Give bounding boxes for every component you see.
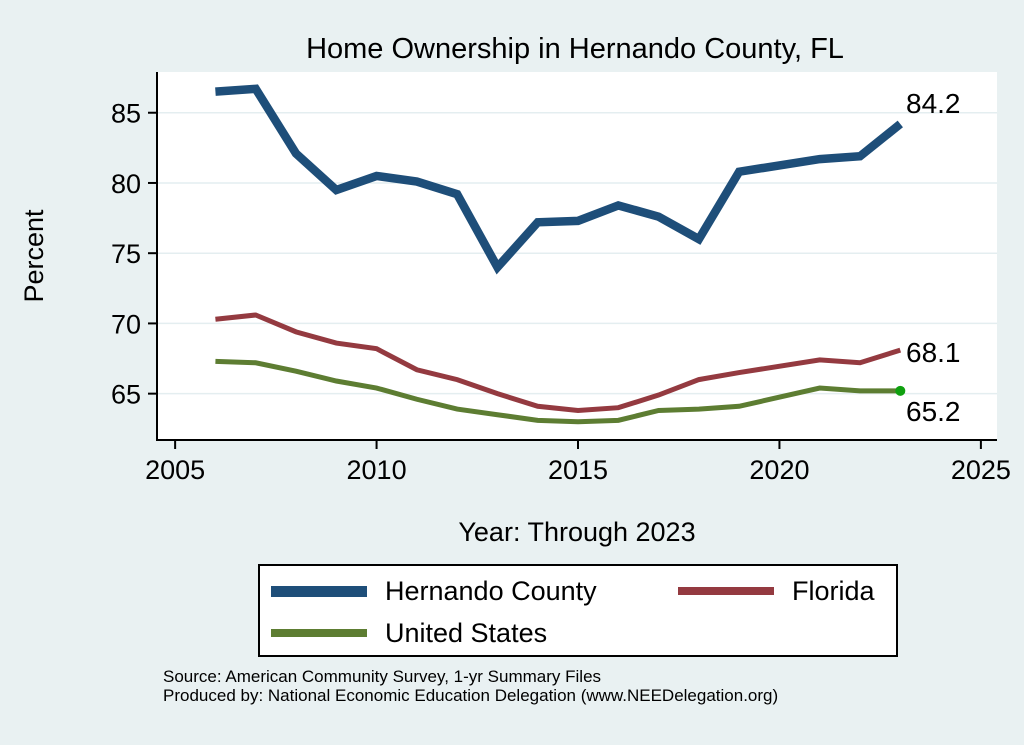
- x-axis-title: Year: Through 2023: [458, 517, 695, 547]
- series-end-labels: 84.2 68.1 65.2: [895, 88, 961, 427]
- source-line-1: Source: American Community Survey, 1-yr …: [163, 667, 602, 686]
- legend: Hernando County Florida United States: [258, 564, 898, 657]
- y-tick-label-65: 65: [111, 380, 141, 410]
- source-note: Source: American Community Survey, 1-yr …: [163, 667, 778, 705]
- legend-grid: Hernando County Florida United States: [260, 566, 896, 654]
- legend-swatch-florida: [678, 587, 774, 595]
- gridlines: [157, 111, 997, 395]
- y-tick-label-85: 85: [111, 99, 141, 129]
- axis-lines: [156, 72, 997, 441]
- x-tick-label-2025: 2025: [951, 455, 1011, 485]
- series-lines: [215, 84, 903, 425]
- chart-title: Home Ownership in Hernando County, FL: [306, 33, 844, 65]
- legend-swatch-hernando-county: [271, 585, 367, 597]
- x-tick-label-2005: 2005: [145, 455, 205, 485]
- source-line-2: Produced by: National Economic Education…: [163, 686, 779, 705]
- series-line-united-states: [215, 358, 901, 425]
- axis-ticks: 65 70 75 80 85 2005 2010 2015 2020 2025: [111, 99, 1011, 485]
- end-label-florida: 68.1: [906, 337, 961, 368]
- x-tick-label-2020: 2020: [749, 455, 809, 485]
- x-tick-label-2010: 2010: [347, 455, 407, 485]
- end-label-united-states: 65.2: [906, 396, 961, 427]
- series-line-florida: [215, 312, 902, 414]
- y-tick-label-70: 70: [111, 309, 141, 339]
- y-tick-label-75: 75: [111, 239, 141, 269]
- x-tick-label-2015: 2015: [548, 455, 608, 485]
- chart-svg: Home Ownership in Hernando County, FL 65…: [19, 33, 1011, 547]
- end-label-hernando-county: 84.2: [906, 88, 961, 119]
- plot-area: [157, 72, 997, 440]
- legend-label-hernando-county: Hernando County: [385, 575, 597, 606]
- legend-label-florida: Florida: [792, 575, 875, 606]
- end-marker-united-states: [895, 385, 906, 396]
- y-axis-title: Percent: [19, 209, 49, 303]
- legend-swatch-united-states: [271, 629, 367, 637]
- series-line-hernando-county: [215, 84, 903, 275]
- legend-label-united-states: United States: [385, 617, 548, 648]
- y-tick-label-80: 80: [111, 169, 141, 199]
